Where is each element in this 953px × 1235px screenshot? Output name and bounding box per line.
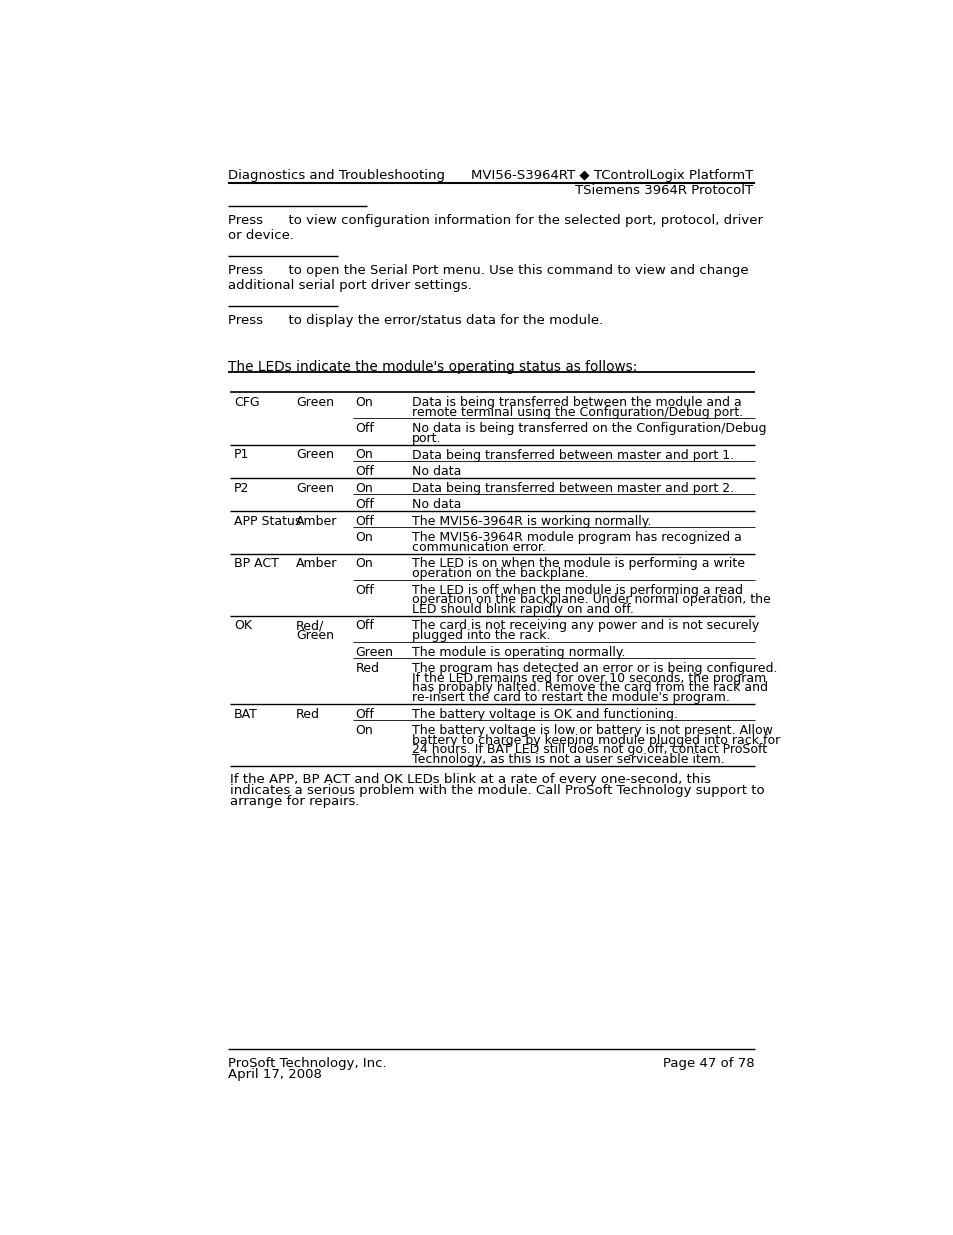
Text: Technology, as this is not a user serviceable item.: Technology, as this is not a user servic… [412,753,724,766]
Text: The program has detected an error or is being configured.: The program has detected an error or is … [412,662,777,676]
Text: Off: Off [355,584,375,597]
Text: Data being transferred between master and port 2.: Data being transferred between master an… [412,482,734,494]
Text: 24 hours. If BAT LED still does not go off, contact ProSoft: 24 hours. If BAT LED still does not go o… [412,743,766,756]
Text: Green: Green [295,448,334,462]
Text: Green: Green [295,629,334,642]
Text: Green: Green [295,396,334,409]
Text: BAT: BAT [233,708,257,720]
Text: indicates a serious problem with the module. Call ProSoft Technology support to: indicates a serious problem with the mod… [230,784,764,798]
Text: operation on the backplane. Under normal operation, the: operation on the backplane. Under normal… [412,593,770,606]
Text: Off: Off [355,466,375,478]
Text: On: On [355,531,373,545]
Text: APP Status: APP Status [233,515,301,527]
Text: Off: Off [355,620,375,632]
Text: Green: Green [295,482,334,494]
Text: Data is being transferred between the module and a: Data is being transferred between the mo… [412,396,741,409]
Text: re-insert the card to restart the module's program.: re-insert the card to restart the module… [412,692,729,704]
Text: The battery voltage is low or battery is not present. Allow: The battery voltage is low or battery is… [412,724,772,737]
Text: The card is not receiving any power and is not securely: The card is not receiving any power and … [412,620,759,632]
Text: The module is operating normally.: The module is operating normally. [412,646,625,658]
Text: Off: Off [355,498,375,511]
Text: P2: P2 [233,482,249,494]
Text: P1: P1 [233,448,249,462]
Text: BP ACT: BP ACT [233,557,278,571]
Text: Red/: Red/ [295,620,324,632]
Text: On: On [355,482,373,494]
Text: The MVI56-3964R module program has recognized a: The MVI56-3964R module program has recog… [412,531,741,545]
Text: On: On [355,396,373,409]
Text: Data being transferred between master and port 1.: Data being transferred between master an… [412,448,734,462]
Text: has probably halted. Remove the card from the rack and: has probably halted. Remove the card fro… [412,682,767,694]
Text: OK: OK [233,620,252,632]
Text: Press      to view configuration information for the selected port, protocol, dr: Press to view configuration information … [228,214,762,242]
Text: Off: Off [355,422,375,435]
Text: LED should blink rapidly on and off.: LED should blink rapidly on and off. [412,603,634,616]
Text: The MVI56-3964R is working normally.: The MVI56-3964R is working normally. [412,515,651,527]
Text: Green: Green [355,646,394,658]
Text: April 17, 2008: April 17, 2008 [228,1067,321,1081]
Text: No data: No data [412,466,461,478]
Text: Off: Off [355,708,375,720]
Text: No data is being transferred on the Configuration/Debug: No data is being transferred on the Conf… [412,422,766,435]
Text: remote terminal using the Configuration/Debug port.: remote terminal using the Configuration/… [412,406,742,419]
Text: battery to charge by keeping module plugged into rack for: battery to charge by keeping module plug… [412,734,780,747]
Text: Off: Off [355,515,375,527]
Text: plugged into the rack.: plugged into the rack. [412,629,550,642]
Text: The battery voltage is OK and functioning.: The battery voltage is OK and functionin… [412,708,678,720]
Text: ProSoft Technology, Inc.: ProSoft Technology, Inc. [228,1057,386,1070]
Text: communication error.: communication error. [412,541,545,555]
Text: Red: Red [355,662,379,676]
Text: The LED is on when the module is performing a write: The LED is on when the module is perform… [412,557,744,571]
Text: Amber: Amber [295,515,337,527]
Text: Press      to display the error/status data for the module.: Press to display the error/status data f… [228,314,602,327]
Text: Press      to open the Serial Port menu. Use this command to view and change
add: Press to open the Serial Port menu. Use … [228,264,747,291]
Text: On: On [355,448,373,462]
Text: CFG: CFG [233,396,259,409]
Text: operation on the backplane.: operation on the backplane. [412,567,588,580]
Text: On: On [355,557,373,571]
Text: Red: Red [295,708,319,720]
Text: The LEDs indicate the module's operating status as follows:: The LEDs indicate the module's operating… [228,359,637,374]
Text: Page 47 of 78: Page 47 of 78 [662,1057,754,1070]
Text: arrange for repairs.: arrange for repairs. [230,795,359,808]
Text: If the APP, BP ACT and OK LEDs blink at a rate of every one-second, this: If the APP, BP ACT and OK LEDs blink at … [230,773,710,787]
Text: MVI56-S3964RT ◆ TControlLogix PlatformT
TSiemens 3964R ProtocolT: MVI56-S3964RT ◆ TControlLogix PlatformT … [471,169,753,198]
Text: Diagnostics and Troubleshooting: Diagnostics and Troubleshooting [228,169,444,182]
Text: On: On [355,724,373,737]
Text: Amber: Amber [295,557,337,571]
Text: No data: No data [412,498,461,511]
Text: port.: port. [412,432,441,445]
Text: If the LED remains red for over 10 seconds, the program: If the LED remains red for over 10 secon… [412,672,765,684]
Text: The LED is off when the module is performing a read: The LED is off when the module is perfor… [412,584,742,597]
